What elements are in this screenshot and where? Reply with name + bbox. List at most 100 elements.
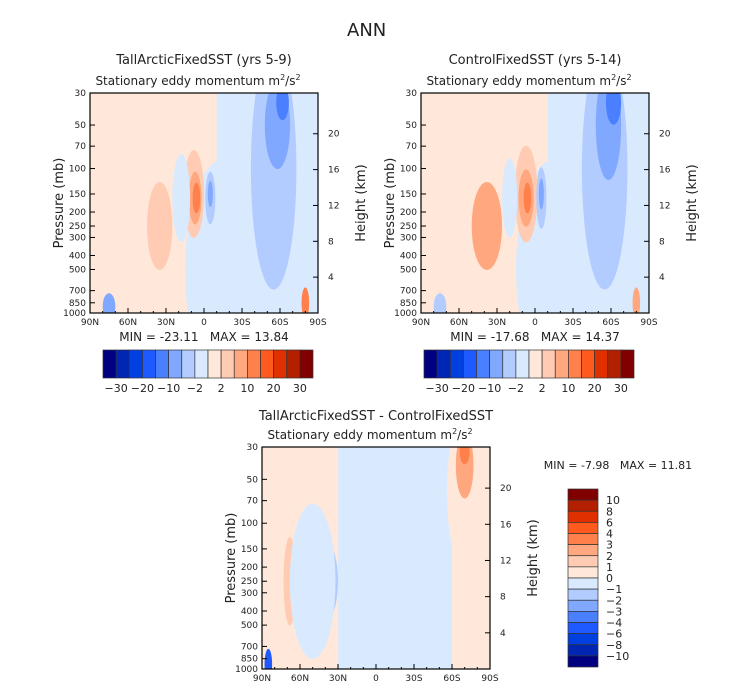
colorbar-label: −1 bbox=[606, 583, 622, 596]
y-tick-label: 700 bbox=[241, 642, 258, 652]
y-tick-label: 200 bbox=[241, 563, 258, 573]
colorbar-swatch bbox=[102, 349, 117, 379]
contour-region bbox=[459, 447, 470, 465]
colorbar-swatch bbox=[142, 349, 156, 379]
y-tick-label: 100 bbox=[241, 519, 258, 529]
contour-region bbox=[433, 293, 447, 313]
contour-region bbox=[172, 154, 191, 243]
x-tick-label: 30S bbox=[564, 318, 581, 328]
x-tick-label: 0 bbox=[373, 674, 379, 684]
units-slash: /s bbox=[457, 428, 467, 442]
colorbar-swatch bbox=[554, 349, 569, 379]
y-right-tick-label: 16 bbox=[328, 166, 340, 176]
y-tick-label: 200 bbox=[69, 208, 86, 218]
y-right-axis-label: Height (km) bbox=[526, 519, 541, 596]
colorbar-swatch bbox=[541, 349, 556, 379]
colorbar-swatch bbox=[115, 349, 130, 379]
contour-plot-2 bbox=[420, 92, 650, 379]
y-tick-label: 150 bbox=[241, 545, 258, 555]
colorbar-label: −10 bbox=[606, 650, 629, 663]
y-tick-label: 30 bbox=[406, 89, 418, 99]
y-tick-label: 400 bbox=[400, 252, 417, 262]
colorbar-swatch bbox=[207, 349, 222, 379]
contour-region bbox=[523, 182, 532, 214]
colorbar-label: −6 bbox=[606, 628, 622, 641]
x-tick-label: 30S bbox=[405, 674, 422, 684]
contour-region bbox=[455, 447, 474, 499]
colorbar-label: 6 bbox=[606, 516, 613, 529]
colorbar-label: 3 bbox=[606, 539, 613, 552]
colorbar-swatch bbox=[436, 349, 451, 379]
y-tick-label: 850 bbox=[69, 299, 86, 309]
x-tick-label: 90S bbox=[481, 674, 498, 684]
y-tick-label: 500 bbox=[400, 266, 417, 276]
y-tick-label: 150 bbox=[400, 190, 417, 200]
x-tick-label: 90S bbox=[640, 318, 657, 328]
colorbar-swatch bbox=[594, 349, 609, 379]
colorbar-swatch bbox=[567, 622, 599, 634]
colorbar-swatch bbox=[567, 488, 599, 501]
y-tick-label: 250 bbox=[69, 222, 86, 232]
y-right-tick-label: 8 bbox=[500, 593, 506, 603]
colorbar-label: −20 bbox=[131, 382, 154, 395]
x-tick-label: 90N bbox=[81, 318, 99, 328]
colorbar-swatch bbox=[568, 349, 582, 379]
contour-fill bbox=[421, 93, 649, 313]
contour-plot-3 bbox=[261, 446, 599, 670]
colorbar-swatch bbox=[502, 349, 517, 379]
colorbar-label: −4 bbox=[606, 617, 622, 630]
units-slash: /s bbox=[285, 74, 295, 88]
colorbar-swatch bbox=[423, 349, 438, 379]
colorbar-swatch bbox=[607, 349, 622, 379]
contour-region bbox=[276, 93, 289, 121]
x-tick-label: 30N bbox=[329, 674, 347, 684]
y-tick-label: 1000 bbox=[235, 665, 258, 675]
contour-region bbox=[185, 159, 261, 313]
contour-region bbox=[471, 182, 503, 271]
x-tick-label: 0 bbox=[532, 318, 538, 328]
colorbar-swatch bbox=[299, 349, 314, 379]
colorbar-label: 30 bbox=[614, 382, 628, 395]
colorbar-label: −20 bbox=[452, 382, 475, 395]
colorbar-label: 8 bbox=[606, 505, 613, 518]
min-max-stats: MIN = -17.68 MAX = 14.37 bbox=[450, 330, 620, 344]
colorbar-swatch bbox=[233, 349, 248, 379]
units-sup: 2 bbox=[280, 73, 285, 82]
y-right-tick-label: 4 bbox=[659, 273, 665, 283]
colorbar-label: 10 bbox=[240, 382, 254, 395]
contour-region bbox=[344, 579, 421, 669]
colorbar-label: 1 bbox=[606, 561, 613, 574]
y-tick-label: 500 bbox=[69, 266, 86, 276]
colorbar-label: 20 bbox=[588, 382, 602, 395]
colorbar-label: 10 bbox=[606, 494, 620, 507]
y-tick-label: 200 bbox=[400, 208, 417, 218]
colorbar-label: −3 bbox=[606, 605, 622, 618]
colorbar-swatch bbox=[567, 510, 599, 523]
colorbar-swatch bbox=[260, 349, 274, 379]
colorbar-label: −2 bbox=[606, 594, 622, 607]
colorbar-swatch bbox=[567, 544, 599, 557]
y-tick-label: 30 bbox=[75, 89, 87, 99]
x-tick-label: 30N bbox=[157, 318, 175, 328]
contour-region bbox=[207, 180, 213, 208]
y-tick-label: 250 bbox=[400, 222, 417, 232]
contour-region bbox=[289, 503, 336, 659]
colorbar-swatch bbox=[567, 499, 599, 512]
contour-region bbox=[121, 93, 147, 143]
contour-plot-1 bbox=[89, 92, 319, 379]
x-tick-label: 30S bbox=[233, 318, 250, 328]
y-tick-label: 30 bbox=[247, 443, 259, 453]
y-right-tick-label: 20 bbox=[500, 484, 512, 494]
y-right-tick-label: 16 bbox=[500, 520, 512, 530]
colorbar-label: 0 bbox=[606, 572, 613, 585]
x-tick-label: 60S bbox=[271, 318, 288, 328]
colorbar-label: −2 bbox=[187, 382, 203, 395]
y-right-tick-label: 12 bbox=[328, 201, 339, 211]
colorbar-swatch bbox=[567, 611, 599, 623]
plot-title: TallArcticFixedSST (yrs 5-9) bbox=[115, 53, 292, 68]
colorbar-label: 4 bbox=[606, 528, 613, 541]
colorbar-swatch bbox=[567, 644, 599, 657]
contour-region bbox=[605, 93, 622, 125]
x-tick-label: 30N bbox=[488, 318, 506, 328]
colorbar-swatch bbox=[515, 349, 530, 379]
